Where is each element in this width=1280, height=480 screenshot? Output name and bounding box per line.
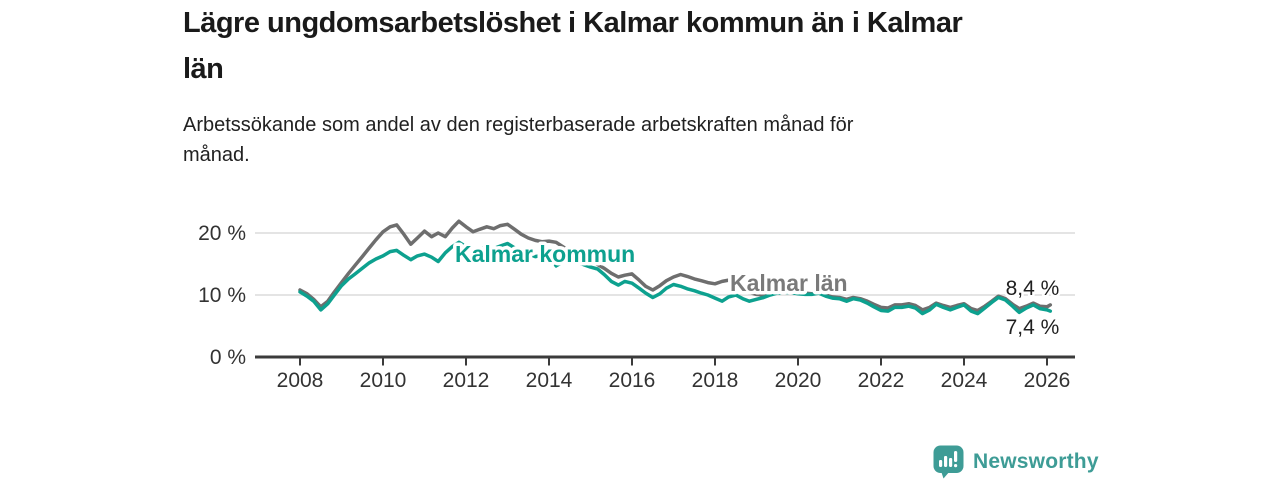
x-axis-tick-label-2024: 2024 [941,369,988,392]
newsworthy-bar-chart-icon [933,445,964,479]
end-value-label-kalmar-kommun: 7,4 % [1006,316,1060,339]
x-axis-tick-label-2010: 2010 [360,369,407,392]
chart-subtitle-line-2: månad. [183,144,250,166]
chart-title-line-1: Lägre ungdomsarbetslöshet i Kalmar kommu… [183,7,963,39]
x-axis-tick-label-2014: 2014 [526,369,573,392]
chart-title: Lägre ungdomsarbetslöshet i Kalmar kommu… [183,0,1083,93]
series-label-kalmar-län: Kalmar län [730,270,848,296]
chart-subtitle-line-1: Arbetssökande som andel av den registerb… [183,114,854,136]
x-axis-tick-label-2018: 2018 [692,369,739,392]
x-axis-tick-label-2008: 2008 [277,369,324,392]
series-line-kalmar-län [298,219,1053,313]
x-axis-tick-label-2012: 2012 [443,369,490,392]
y-axis-tick-label-10: 10 % [198,284,246,307]
series-line-kalmar-kommun [298,240,1053,316]
x-axis-tick-label-2016: 2016 [609,369,656,392]
x-axis-tick-label-2022: 2022 [858,369,905,392]
x-axis-tick-label-2020: 2020 [775,369,822,392]
y-axis-tick-label-20: 20 % [198,222,246,245]
end-value-label-kalmar-län: 8,4 % [1006,277,1060,300]
newsworthy-logo-text: Newsworthy [973,450,1099,473]
chart-subtitle: Arbetssökande som andel av den registerb… [183,110,1043,170]
newsworthy-logo[interactable]: Newsworthy [933,445,1099,479]
chart-title-line-2: län [183,53,224,86]
y-axis-tick-label-0: 0 % [210,346,246,369]
series-label-kalmar-kommun: Kalmar kommun [455,241,635,267]
x-axis-tick-label-2026: 2026 [1024,369,1071,392]
